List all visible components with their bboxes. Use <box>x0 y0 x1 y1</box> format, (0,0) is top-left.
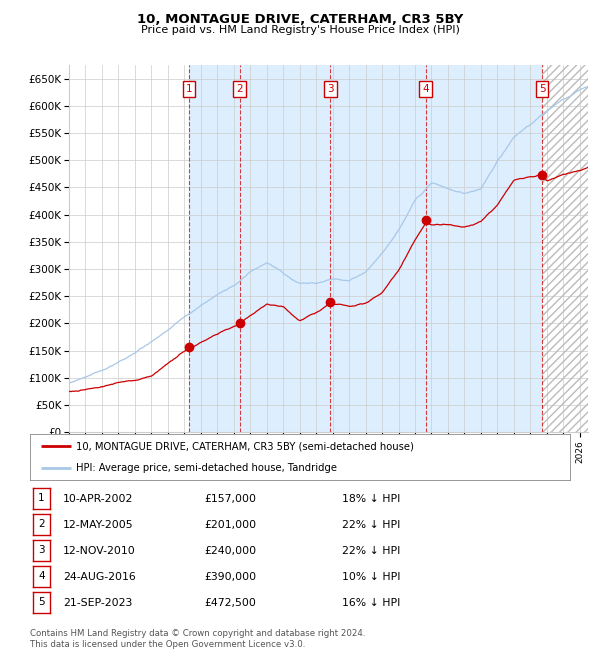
Text: 12-NOV-2010: 12-NOV-2010 <box>63 546 136 556</box>
Bar <box>426 65 542 432</box>
Bar <box>331 65 426 432</box>
Bar <box>239 65 331 432</box>
Text: 10, MONTAGUE DRIVE, CATERHAM, CR3 5BY (semi-detached house): 10, MONTAGUE DRIVE, CATERHAM, CR3 5BY (s… <box>76 441 414 452</box>
Text: 5: 5 <box>539 84 545 94</box>
Text: £472,500: £472,500 <box>204 598 256 608</box>
Bar <box>542 65 588 432</box>
Text: 1: 1 <box>185 84 192 94</box>
Text: 10, MONTAGUE DRIVE, CATERHAM, CR3 5BY: 10, MONTAGUE DRIVE, CATERHAM, CR3 5BY <box>137 13 463 26</box>
Text: 16% ↓ HPI: 16% ↓ HPI <box>342 598 400 608</box>
Text: 2: 2 <box>236 84 243 94</box>
Text: 5: 5 <box>38 597 45 607</box>
Text: 21-SEP-2023: 21-SEP-2023 <box>63 598 133 608</box>
Text: £390,000: £390,000 <box>204 572 256 582</box>
Text: 10% ↓ HPI: 10% ↓ HPI <box>342 572 401 582</box>
Text: 2: 2 <box>38 519 45 529</box>
Text: HPI: Average price, semi-detached house, Tandridge: HPI: Average price, semi-detached house,… <box>76 463 337 473</box>
Bar <box>189 65 239 432</box>
Text: 22% ↓ HPI: 22% ↓ HPI <box>342 520 400 530</box>
Text: £201,000: £201,000 <box>204 520 256 530</box>
Text: 4: 4 <box>38 571 45 581</box>
Bar <box>542 65 588 432</box>
Text: £157,000: £157,000 <box>204 494 256 504</box>
Text: This data is licensed under the Open Government Licence v3.0.: This data is licensed under the Open Gov… <box>30 640 305 649</box>
Text: 3: 3 <box>38 545 45 555</box>
Text: 24-AUG-2016: 24-AUG-2016 <box>63 572 136 582</box>
Text: Price paid vs. HM Land Registry's House Price Index (HPI): Price paid vs. HM Land Registry's House … <box>140 25 460 34</box>
Text: £240,000: £240,000 <box>204 546 256 556</box>
Text: 22% ↓ HPI: 22% ↓ HPI <box>342 546 400 556</box>
Text: 4: 4 <box>422 84 429 94</box>
Text: 10-APR-2002: 10-APR-2002 <box>63 494 133 504</box>
Text: Contains HM Land Registry data © Crown copyright and database right 2024.: Contains HM Land Registry data © Crown c… <box>30 629 365 638</box>
Text: 3: 3 <box>327 84 334 94</box>
Text: 18% ↓ HPI: 18% ↓ HPI <box>342 494 400 504</box>
Text: 1: 1 <box>38 493 45 503</box>
Text: 12-MAY-2005: 12-MAY-2005 <box>63 520 134 530</box>
